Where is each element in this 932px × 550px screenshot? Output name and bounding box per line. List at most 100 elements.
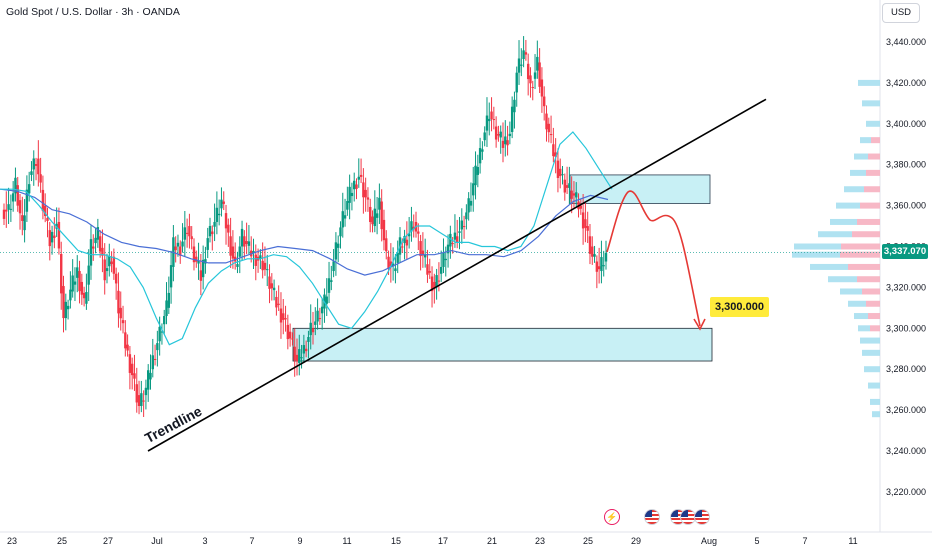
candle-body — [364, 189, 367, 198]
candle-body — [403, 236, 406, 244]
flash-event-icon[interactable]: ⚡ — [604, 509, 620, 525]
candle-body — [362, 182, 365, 198]
candle-body — [330, 280, 333, 282]
candle-body — [481, 149, 484, 152]
candle-body — [465, 212, 468, 220]
candle-body — [169, 265, 173, 288]
candle-body — [14, 177, 17, 194]
candle-body — [7, 204, 10, 210]
x-tick-label: 7 — [249, 536, 254, 546]
candle-body — [593, 254, 596, 257]
candle-body — [341, 211, 344, 228]
volume-profile-bar — [864, 186, 880, 193]
volume-profile-bar — [854, 313, 868, 320]
candle-body — [94, 237, 97, 244]
candle-body — [259, 255, 262, 259]
candle-body — [359, 174, 363, 177]
candle-body — [34, 164, 38, 166]
candle-body — [517, 58, 521, 73]
volume-profile-bar — [841, 243, 880, 250]
candle-body — [446, 244, 450, 254]
candle-body — [147, 370, 150, 390]
y-tick-label: 3,260.000 — [886, 405, 926, 415]
candle-body — [462, 226, 466, 228]
candle-body — [318, 318, 322, 320]
candle-body — [27, 184, 31, 194]
candle-body — [451, 243, 454, 245]
us-flag-event-icon[interactable] — [644, 509, 660, 525]
candle-body — [156, 343, 159, 351]
candle-body — [53, 235, 56, 238]
candle-body — [195, 256, 198, 262]
candle-body — [291, 338, 294, 340]
candle-body — [332, 261, 335, 272]
candle-body — [494, 126, 498, 140]
volume-profile-bar — [857, 276, 880, 283]
x-tick-label: 15 — [391, 536, 401, 546]
candle-body — [240, 228, 244, 247]
candle-body — [110, 261, 113, 265]
candle-body — [453, 232, 457, 240]
candle-body — [531, 86, 534, 89]
candle-body — [5, 209, 8, 212]
candle-body — [325, 296, 328, 304]
forecast-arrowhead — [693, 318, 706, 331]
candle-body — [176, 242, 180, 247]
candle-body — [160, 331, 164, 333]
candle-body — [378, 197, 381, 210]
candle-body — [604, 253, 608, 262]
x-tick-label: 23 — [7, 536, 17, 546]
candle-body — [508, 133, 512, 137]
candle-body — [48, 230, 51, 247]
candle-body — [62, 286, 65, 319]
candle-body — [430, 276, 434, 292]
candle-body — [197, 261, 200, 264]
volume-profile-bar — [868, 382, 880, 389]
candle-body — [80, 281, 84, 295]
candle-body — [568, 183, 571, 188]
candle-body — [545, 113, 548, 130]
candle-body — [572, 193, 576, 196]
us-flag-event-icon[interactable] — [694, 509, 710, 525]
candle-body — [536, 56, 539, 71]
candle-body — [552, 144, 555, 157]
candle-body — [597, 266, 601, 270]
candle-body — [346, 201, 349, 210]
candle-body — [547, 123, 550, 133]
volume-profile-bar — [836, 202, 860, 209]
x-tick-label: 23 — [535, 536, 545, 546]
candle-body — [423, 255, 427, 258]
x-tick-label: 11 — [342, 536, 351, 546]
candle-body — [149, 372, 152, 380]
candle-body — [165, 300, 168, 317]
support-zone — [292, 327, 713, 362]
candle-body — [334, 242, 338, 260]
candle-body — [366, 197, 370, 200]
candle-body — [151, 355, 154, 370]
candle-body — [561, 174, 564, 176]
candle-body — [554, 152, 557, 157]
current-price-label: 3,337.070 — [882, 244, 928, 259]
candle-body — [485, 115, 489, 131]
chart-title: Gold Spot / U.S. Dollar · 3h · OANDA — [6, 6, 180, 18]
candle-body — [137, 395, 141, 407]
forecast-path — [606, 190, 701, 327]
candle-body — [261, 260, 264, 271]
candle-body — [444, 258, 447, 261]
candle-body — [421, 250, 425, 256]
candle-body — [284, 318, 287, 320]
candle-body — [458, 231, 461, 233]
candle-body — [124, 332, 127, 349]
y-tick-label: 3,360.000 — [886, 201, 926, 211]
candle-body — [602, 265, 605, 267]
candle-body — [167, 292, 171, 308]
candle-body — [320, 306, 324, 314]
candle-body — [389, 261, 393, 267]
candle-body — [513, 99, 516, 113]
currency-selector[interactable]: USD — [882, 3, 920, 23]
candle-body — [78, 271, 81, 292]
x-tick-label: 5 — [754, 536, 759, 546]
candle-body — [396, 252, 399, 263]
candle-body — [501, 140, 505, 148]
